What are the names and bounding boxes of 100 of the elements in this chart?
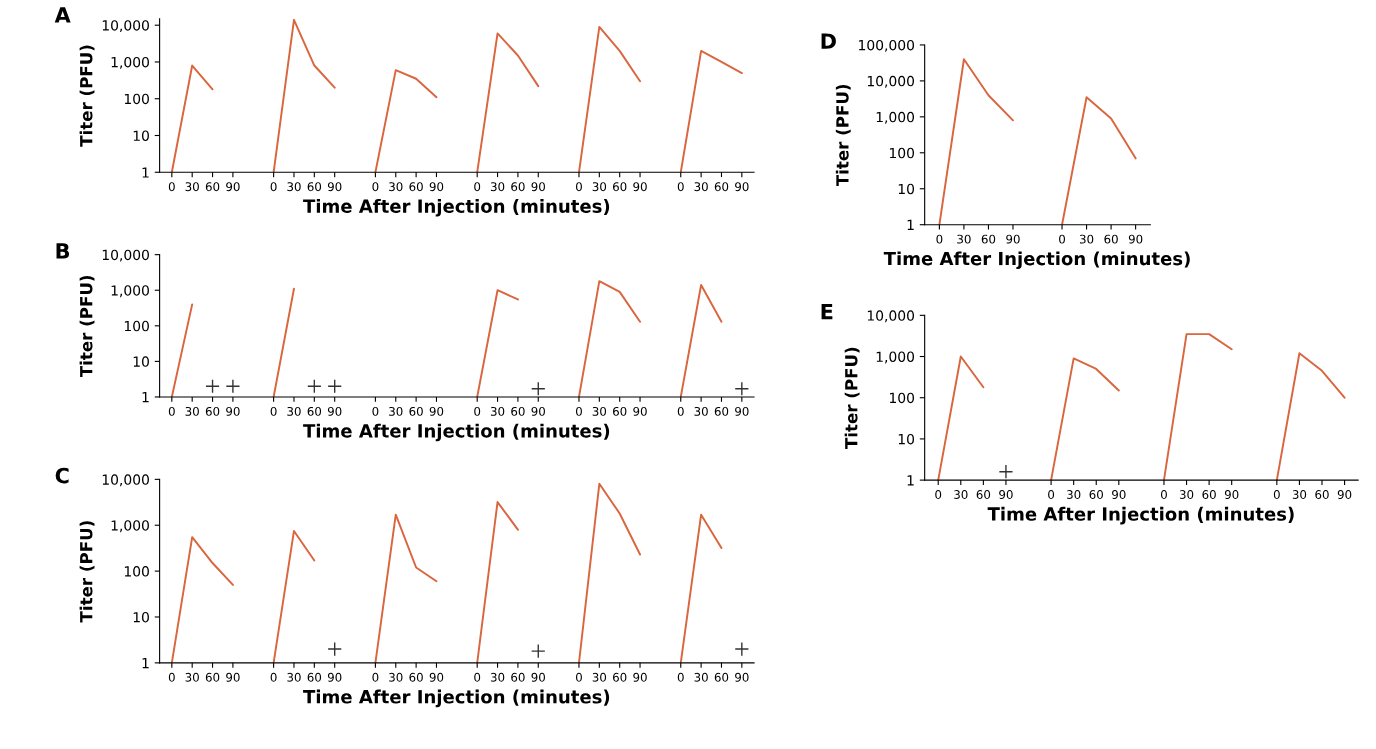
x-tick-label: 90 xyxy=(429,182,444,192)
x-tick-label: 90 xyxy=(1128,234,1143,244)
x-tick-label: 30 xyxy=(490,672,505,682)
x-tick-label: 30 xyxy=(185,672,199,682)
x-tick-label: 90 xyxy=(735,672,749,682)
x-tick-label: 90 xyxy=(1224,490,1239,499)
x-tick-label: 0 xyxy=(576,672,582,682)
x-tick-label: 30 xyxy=(1292,490,1307,499)
x-tick-label: 0 xyxy=(168,406,175,416)
x-tick-label: 60 xyxy=(613,406,627,416)
x-tick-label: 90 xyxy=(1006,234,1020,244)
x-tick-label: 0 xyxy=(372,406,379,416)
x-tick-label: 30 xyxy=(592,182,607,192)
x-tick-label: 90 xyxy=(327,406,342,416)
chart-title: E xyxy=(821,303,833,320)
x-tick-label: 60 xyxy=(1104,234,1118,244)
x-tick-label: 0 xyxy=(270,182,277,192)
x-tick-label: 30 xyxy=(389,182,403,192)
x-tick-label: 90 xyxy=(735,406,749,416)
chart-title: B xyxy=(56,243,70,259)
x-tick-label: 60 xyxy=(613,182,627,192)
y-tick-label: 10,000 xyxy=(102,474,149,487)
x-tick-label: 0 xyxy=(474,672,481,682)
x-tick-label: 0 xyxy=(474,182,481,192)
x-tick-label: 90 xyxy=(327,182,342,192)
x-tick-label: 90 xyxy=(226,406,240,416)
y-axis-title: Titer (PFU) xyxy=(844,347,860,450)
x-axis-title: Time After Injection (minutes) xyxy=(303,423,610,442)
y-tick-label: 100 xyxy=(124,93,149,105)
x-tick-label: 60 xyxy=(981,234,996,244)
x-tick-label: 60 xyxy=(511,406,525,416)
x-tick-label: 0 xyxy=(372,672,379,682)
x-tick-label: 60 xyxy=(307,672,322,682)
x-tick-label: 60 xyxy=(714,406,729,416)
y-tick-label: 10,000 xyxy=(102,249,149,262)
x-tick-label: 0 xyxy=(270,406,277,416)
chart-title: A xyxy=(54,7,71,23)
x-tick-label: 0 xyxy=(677,182,684,192)
x-tick-label: 30 xyxy=(694,406,708,416)
x-tick-label: 30 xyxy=(287,672,301,682)
x-tick-label: 0 xyxy=(1048,490,1055,499)
x-tick-label: 30 xyxy=(954,490,968,499)
x-tick-label: 60 xyxy=(1089,490,1103,499)
x-tick-label: 90 xyxy=(327,672,342,682)
x-axis-title: Time After Injection (minutes) xyxy=(303,689,610,708)
x-tick-label: 90 xyxy=(633,406,647,416)
x-tick-label: 0 xyxy=(474,406,481,416)
x-tick-label: 90 xyxy=(999,490,1013,499)
x-tick-label: 60 xyxy=(511,182,525,192)
x-tick-label: 0 xyxy=(270,672,277,682)
x-tick-label: 90 xyxy=(531,406,545,416)
x-tick-label: 90 xyxy=(429,672,444,682)
x-tick-label: 90 xyxy=(531,672,545,682)
x-axis-title: Time After Injection (minutes) xyxy=(987,506,1294,525)
y-tick-label: 100 xyxy=(889,392,915,404)
x-axis-title: Time After Injection (minutes) xyxy=(883,251,1190,270)
x-tick-label: 0 xyxy=(168,672,175,682)
x-tick-label: 90 xyxy=(226,672,240,682)
x-tick-label: 60 xyxy=(976,490,991,499)
x-tick-label: 30 xyxy=(185,182,199,192)
x-tick-label: 90 xyxy=(633,182,647,192)
y-axis-title: Titer (PFU) xyxy=(79,45,95,147)
x-tick-label: 60 xyxy=(205,672,220,682)
y-tick-label: 100,000 xyxy=(859,39,915,52)
x-tick-label: 30 xyxy=(185,406,199,416)
y-tick-label: 1 xyxy=(142,392,149,403)
y-tick-label: 10 xyxy=(133,130,149,141)
x-tick-label: 30 xyxy=(287,182,301,192)
x-tick-label: 30 xyxy=(1067,490,1081,499)
x-tick-label: 0 xyxy=(1059,234,1065,244)
y-tick-label: 1 xyxy=(142,658,149,669)
x-tick-label: 90 xyxy=(1112,490,1126,499)
x-tick-label: 30 xyxy=(592,406,607,416)
y-tick-label: 1,000 xyxy=(876,351,915,364)
x-tick-label: 90 xyxy=(1337,490,1352,499)
chart-title: C xyxy=(55,467,69,484)
y-tick-label: 1 xyxy=(142,167,149,178)
x-tick-label: 90 xyxy=(429,406,444,416)
x-tick-label: 0 xyxy=(1160,490,1167,499)
x-tick-label: 30 xyxy=(389,672,403,682)
x-tick-label: 90 xyxy=(226,182,240,192)
x-tick-label: 0 xyxy=(1273,490,1280,499)
y-tick-label: 10 xyxy=(898,433,915,445)
y-tick-label: 1,000 xyxy=(111,285,149,298)
x-tick-label: 60 xyxy=(714,672,729,682)
x-tick-label: 30 xyxy=(389,406,403,416)
x-tick-label: 60 xyxy=(409,672,423,682)
x-tick-label: 0 xyxy=(935,490,942,499)
y-tick-label: 10,000 xyxy=(867,310,915,323)
x-tick-label: 30 xyxy=(490,182,505,192)
chart-title: D xyxy=(821,33,836,49)
y-tick-label: 10 xyxy=(133,611,149,623)
x-tick-label: 60 xyxy=(409,406,423,416)
x-tick-label: 30 xyxy=(694,672,708,682)
y-tick-label: 10 xyxy=(133,356,149,367)
x-tick-label: 0 xyxy=(168,182,175,192)
y-tick-label: 100 xyxy=(124,320,149,332)
y-tick-label: 1,000 xyxy=(111,56,149,69)
y-tick-label: 100 xyxy=(124,566,149,577)
x-tick-label: 60 xyxy=(409,182,423,192)
